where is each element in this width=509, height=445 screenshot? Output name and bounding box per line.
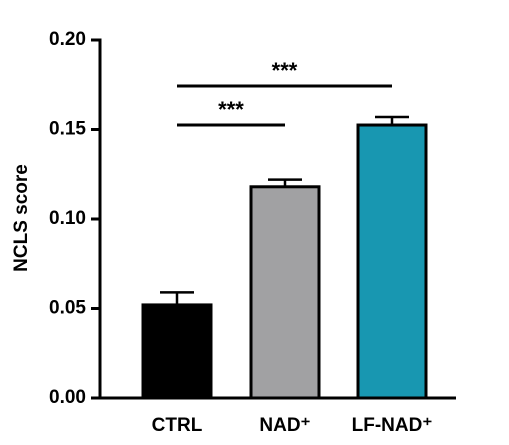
significance-label: *** bbox=[218, 97, 244, 122]
y-tick-label: 0.15 bbox=[49, 119, 86, 140]
y-axis-label: NCLS score bbox=[11, 164, 32, 272]
y-tick-label: 0.00 bbox=[49, 387, 86, 408]
bar bbox=[249, 185, 321, 400]
bar bbox=[356, 123, 428, 400]
x-tick-label: NAD⁺ bbox=[259, 415, 310, 436]
y-tick-label: 0.05 bbox=[49, 298, 86, 319]
y-tick-label: 0.10 bbox=[49, 208, 86, 229]
bar bbox=[141, 303, 213, 400]
significance-label: *** bbox=[272, 58, 298, 83]
y-tick-label: 0.20 bbox=[49, 29, 86, 50]
x-tick-label: CTRL bbox=[152, 415, 203, 436]
x-tick-label: LF-NAD⁺ bbox=[352, 415, 433, 436]
